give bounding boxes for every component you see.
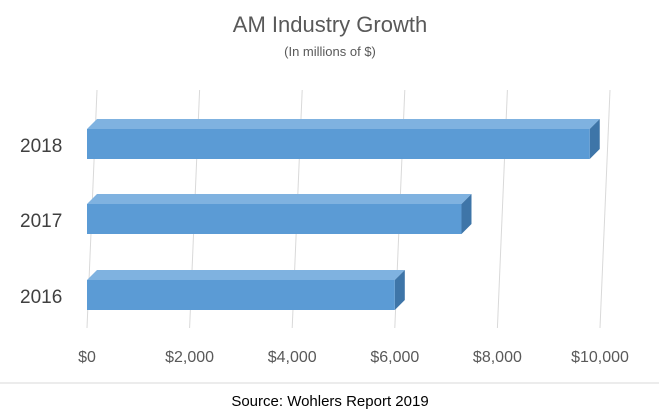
grid-line [599, 89, 611, 329]
bar-top-face [87, 194, 472, 204]
bar-top-face [87, 119, 600, 129]
bar-2016 [87, 270, 405, 310]
x-tick-label: $6,000 [370, 349, 419, 366]
source-note: Source: Wohlers Report 2019 [231, 393, 428, 410]
x-tick-label: $4,000 [268, 349, 317, 366]
bar-side-face [461, 194, 472, 234]
bar-side-face [589, 119, 600, 159]
category-label: 2016 [20, 287, 62, 308]
bar-front-face [87, 280, 395, 310]
bar-front-face [87, 204, 462, 234]
x-tick-labels: $0 $2,000 $4,000 $6,000 $8,000 $10,000 [78, 349, 629, 366]
bars [87, 119, 600, 310]
x-tick-label: $8,000 [473, 349, 522, 366]
chart-title: AM Industry Growth [233, 12, 427, 37]
x-tick-label: $10,000 [571, 349, 629, 366]
bar-2017 [87, 194, 472, 234]
category-label: 2017 [20, 211, 62, 232]
bar-front-face [87, 129, 590, 159]
x-tick-label: $2,000 [165, 349, 214, 366]
x-tick-label: $0 [78, 349, 96, 366]
category-label: 2018 [20, 136, 62, 157]
chart-subtitle: (In millions of $) [284, 44, 376, 59]
bar-top-face [87, 270, 405, 280]
bar-side-face [394, 270, 405, 310]
bar-2018 [87, 119, 600, 159]
category-labels: 2016 2017 2018 [20, 136, 62, 308]
